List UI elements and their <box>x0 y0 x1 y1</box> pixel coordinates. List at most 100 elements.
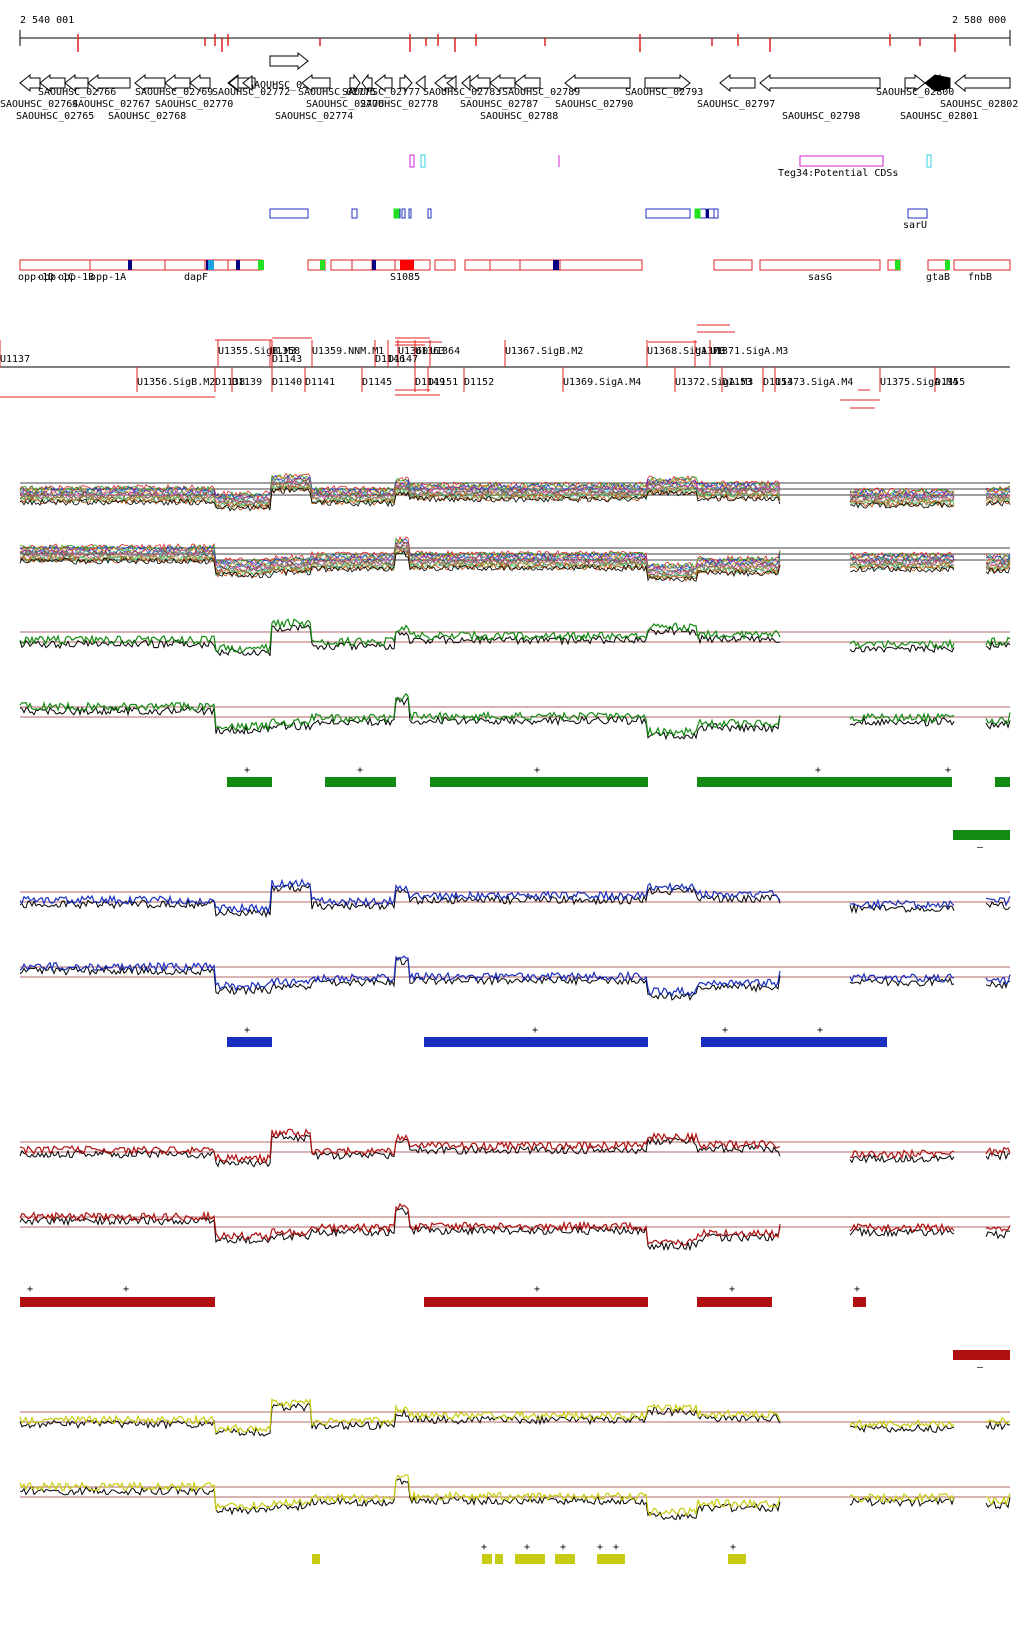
tss-bottom-label: D1138 <box>215 377 245 388</box>
gene-arrow-small <box>228 74 239 92</box>
cds-box-green <box>694 208 701 219</box>
expression-panels <box>19 472 1011 1521</box>
tss-bottom-label: U1356.SigB.M2 <box>137 377 215 388</box>
yellow-plus-segment <box>482 1554 492 1564</box>
blue-plus-segment <box>424 1037 648 1047</box>
operon-mark <box>320 260 325 270</box>
gene-arrow <box>301 73 331 93</box>
condition-trace <box>19 486 1011 512</box>
operon-box <box>129 259 166 271</box>
tss-top-label: U1359.NNM.M1 <box>312 346 384 357</box>
plus-mark: + <box>534 765 540 776</box>
gene-label: SAOUHSC_02783 <box>423 87 501 98</box>
gene-arrow-small <box>461 74 471 92</box>
gene-label: SAOUHSC_02768 <box>108 111 186 122</box>
operon-box <box>759 259 881 271</box>
plus-mark: + <box>815 765 821 776</box>
cds-box <box>408 208 412 219</box>
tss-bottom-label: U1369.SigA.M4 <box>563 377 641 388</box>
tss-bottom-label: D1141 <box>305 377 335 388</box>
operon-mark <box>895 260 900 270</box>
operon-box <box>489 259 521 271</box>
operon-mark <box>945 260 950 270</box>
tss-top-label: U1364 <box>430 346 460 357</box>
reference-trace <box>19 1402 1011 1437</box>
operon-box <box>89 259 131 271</box>
reference-trace <box>19 623 1011 657</box>
gene-arrow-filled <box>924 74 951 92</box>
gene-arrow <box>904 73 926 93</box>
red-minus-segment <box>953 1350 1010 1360</box>
gene-arrow <box>399 73 413 93</box>
gene-label: SAOUHSC_02764 <box>0 99 78 110</box>
plus-mark: + <box>357 765 363 776</box>
tss-bottom-label: D1139 <box>232 377 262 388</box>
red-plus-segment <box>424 1297 648 1307</box>
panel-red <box>19 1128 1011 1252</box>
tss-bottom-label: D1154 <box>763 377 793 388</box>
plus-mark: + <box>730 1542 736 1553</box>
tss-bottom-label: D1145 <box>362 377 392 388</box>
gene-label: SAOUHSC_02797 <box>697 99 775 110</box>
yellow-plus-segment <box>728 1554 746 1564</box>
operon-mark <box>553 260 559 270</box>
cds-box <box>713 208 719 219</box>
plus-mark: + <box>560 1542 566 1553</box>
sample-trace <box>19 955 1011 998</box>
feature-label: Teg34:Potential CDSs <box>778 168 898 179</box>
yellow-plus-segment <box>312 1554 320 1564</box>
green-plus-segment <box>430 777 648 787</box>
operon-label: opp-1B <box>58 272 94 283</box>
cds-track: sarU <box>269 208 928 231</box>
tss-bottom-label: D1155 <box>935 377 965 388</box>
panel-conditions <box>19 472 1011 583</box>
operon-mark <box>236 260 240 270</box>
minus-mark: – <box>977 1362 984 1373</box>
operon-box <box>351 259 373 271</box>
gene-arrow <box>269 51 309 71</box>
operon-mark <box>400 260 414 270</box>
plus-mark: + <box>597 1542 603 1553</box>
gene-arrow <box>164 73 191 93</box>
panel-blue <box>19 877 1011 1002</box>
cds-box <box>907 208 928 219</box>
sample-trace <box>19 1398 1011 1434</box>
gene-label: SAOUHSC_02802 <box>940 99 1018 110</box>
cds-box-navy <box>706 209 709 218</box>
tss-top-label: U1358 <box>270 346 300 357</box>
operon-mark <box>372 260 376 270</box>
tss-top-label: U1371.SigA.M3 <box>710 346 788 357</box>
gene-arrow-small <box>446 74 457 92</box>
gene-label: SAOUHSC_02769 <box>135 87 213 98</box>
gene-label: SAOUHSC_02777 <box>342 87 420 98</box>
tss-top-label: D1147 <box>388 354 418 365</box>
tss-top-label: U1367.SigB.M2 <box>505 346 583 357</box>
condition-trace <box>19 549 1011 582</box>
sample-trace <box>19 877 1011 915</box>
yellow-plus-segment <box>597 1554 625 1564</box>
yellow-plus-segment <box>555 1554 575 1564</box>
green-plus-segment <box>227 777 272 787</box>
gene-label: SAOUHSC_02770 <box>155 99 233 110</box>
tss-bottom-label: U1373.SigA.M4 <box>775 377 853 388</box>
gene-arrow <box>64 73 89 93</box>
gene-label: SAOUHSC_02787 <box>460 99 538 110</box>
gene-arrow-small <box>415 74 426 92</box>
gene-arrow <box>87 73 131 93</box>
tss-bottom-label: U1375.SigA.M4 <box>880 377 958 388</box>
plus-mark: + <box>817 1025 823 1036</box>
operon-box <box>227 259 263 271</box>
gene-label: SAOUHSC_02790 <box>555 99 633 110</box>
cds-box-green <box>393 208 400 219</box>
gene-label: SAOUHSC_02800 <box>876 87 954 98</box>
plus-mark: + <box>722 1025 728 1036</box>
plus-mark: + <box>244 1025 250 1036</box>
cds-box <box>269 208 309 219</box>
plus-mark: + <box>244 765 250 776</box>
cds-box <box>401 208 406 219</box>
gene-arrow <box>189 73 211 93</box>
tss-top-label: U1355.SigB.M3 <box>218 346 296 357</box>
operon-box <box>434 259 456 271</box>
operon-label: S1085 <box>390 272 420 283</box>
gene-arrow <box>644 73 691 93</box>
